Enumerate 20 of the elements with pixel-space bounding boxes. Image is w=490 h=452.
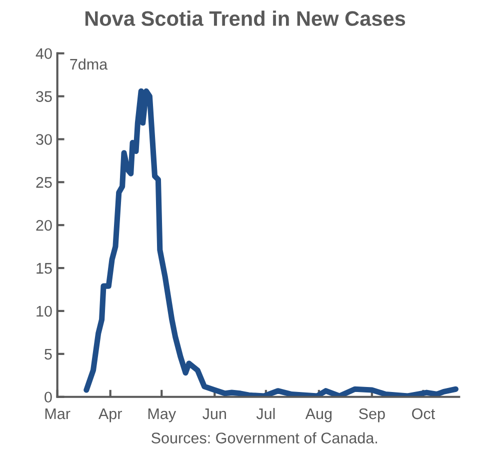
y-tick-label: 10 <box>36 306 52 317</box>
y-tick-label: 40 <box>36 48 52 60</box>
x-tick-label: Jun <box>202 408 226 420</box>
x-tick-label: Apr <box>98 408 122 422</box>
y-tick-label: 20 <box>36 220 52 231</box>
x-tick-label: Oct <box>412 408 435 420</box>
annotation: 7dma <box>70 58 108 70</box>
y-tick-label: 30 <box>36 134 52 145</box>
y-tick-label: 5 <box>44 348 52 360</box>
y-tick-label: 35 <box>36 91 52 102</box>
x-tick-label: May <box>148 408 176 422</box>
chart-title: Nova Scotia Trend in New Cases <box>85 10 406 26</box>
source-note: Sources: Government of Canada. <box>152 432 378 444</box>
y-tick-label: 15 <box>36 263 52 274</box>
x-tick-label: Jul <box>256 408 275 420</box>
x-tick-label: Mar <box>45 408 70 420</box>
x-tick-label: Sep <box>359 408 385 422</box>
x-tick-label: Aug <box>305 408 332 422</box>
y-tick-label: 25 <box>36 177 52 188</box>
y-tick-label: 0 <box>44 392 52 403</box>
